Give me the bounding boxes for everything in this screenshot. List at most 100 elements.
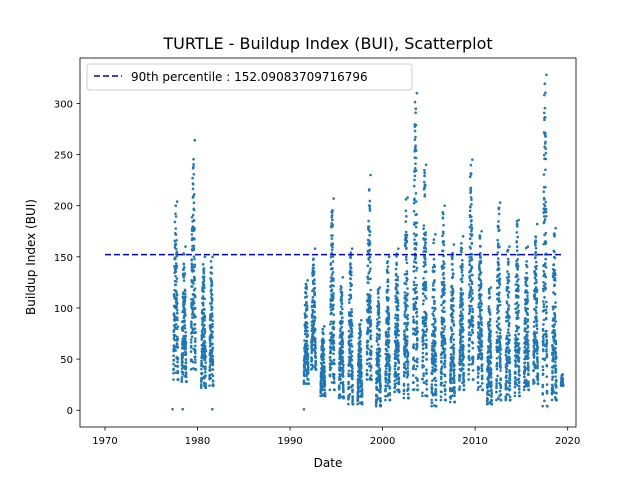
- data-point: [323, 383, 327, 386]
- data-point: [183, 319, 186, 322]
- data-point: [369, 351, 373, 354]
- data-point: [311, 365, 315, 368]
- data-point: [414, 123, 418, 127]
- data-point: [508, 360, 512, 364]
- data-point: [495, 367, 499, 371]
- data-point: [527, 356, 530, 360]
- data-point: [545, 329, 548, 333]
- data-point: [552, 325, 555, 329]
- data-point: [480, 376, 484, 380]
- data-point: [202, 312, 206, 315]
- data-point: [489, 371, 493, 374]
- data-point: [406, 335, 409, 338]
- data-point: [369, 357, 373, 361]
- season-points: [430, 233, 438, 408]
- data-point: [460, 360, 464, 363]
- data-point: [356, 398, 360, 402]
- data-point: [506, 380, 509, 384]
- data-point: [499, 360, 502, 364]
- data-point: [452, 377, 456, 380]
- data-point: [395, 332, 399, 335]
- data-point: [415, 310, 419, 314]
- data-point: [440, 361, 443, 364]
- data-point: [432, 314, 436, 317]
- data-point: [433, 300, 436, 303]
- data-point: [328, 355, 332, 359]
- data-point: [404, 306, 408, 309]
- data-point: [508, 358, 511, 361]
- data-point: [350, 314, 353, 318]
- data-point: [497, 220, 500, 223]
- data-point: [507, 275, 511, 279]
- data-point: [509, 398, 512, 402]
- data-point: [536, 361, 539, 365]
- data-point: [305, 295, 309, 298]
- data-point: [330, 331, 333, 334]
- data-point: [434, 404, 438, 408]
- data-point: [532, 354, 536, 358]
- data-point: [414, 192, 418, 195]
- data-point: [181, 327, 184, 330]
- data-point: [470, 282, 474, 286]
- data-point: [184, 313, 187, 316]
- data-point: [328, 374, 332, 378]
- data-point: [351, 388, 354, 391]
- data-point: [523, 365, 527, 368]
- data-point: [210, 312, 214, 316]
- data-point: [180, 376, 184, 379]
- data-point: [488, 363, 491, 366]
- data-point: [440, 326, 444, 330]
- data-point: [461, 328, 465, 331]
- data-point: [449, 361, 452, 364]
- data-point: [433, 376, 437, 380]
- data-point: [514, 376, 517, 380]
- data-point: [425, 379, 429, 382]
- data-point: [204, 370, 207, 374]
- data-point: [441, 323, 444, 326]
- data-point: [462, 363, 465, 367]
- data-point: [468, 175, 472, 179]
- data-point: [553, 292, 557, 296]
- data-point: [201, 320, 204, 324]
- data-point: [366, 347, 370, 350]
- data-point: [441, 234, 444, 238]
- data-point: [181, 353, 185, 356]
- data-point: [369, 288, 372, 292]
- data-point: [384, 380, 388, 384]
- data-point: [532, 344, 536, 347]
- data-point: [184, 341, 188, 345]
- data-point: [432, 309, 436, 313]
- data-point: [397, 377, 401, 381]
- data-point: [422, 276, 425, 280]
- data-point: [414, 169, 418, 172]
- data-point: [174, 262, 178, 265]
- data-point: [303, 371, 306, 374]
- data-point: [552, 263, 556, 266]
- data-point: [462, 371, 465, 375]
- data-point: [201, 365, 205, 368]
- data-point: [524, 246, 528, 250]
- data-point: [542, 318, 546, 322]
- data-point: [350, 364, 354, 368]
- data-point: [211, 315, 214, 318]
- data-point: [176, 325, 180, 328]
- data-point: [479, 251, 482, 255]
- data-point: [468, 358, 471, 362]
- data-point: [413, 129, 417, 133]
- data-point: [460, 250, 463, 254]
- data-point: [459, 374, 462, 377]
- data-point: [313, 282, 316, 286]
- data-point: [543, 273, 547, 277]
- season-points: [541, 73, 549, 408]
- data-point: [468, 312, 471, 316]
- data-point: [424, 247, 428, 250]
- data-point: [193, 344, 197, 348]
- data-point: [515, 301, 519, 305]
- data-point: [404, 230, 408, 234]
- data-point: [376, 397, 380, 400]
- data-point: [517, 284, 520, 288]
- data-point: [323, 365, 326, 368]
- data-point: [405, 325, 408, 328]
- data-point: [468, 337, 472, 340]
- data-point: [461, 292, 465, 295]
